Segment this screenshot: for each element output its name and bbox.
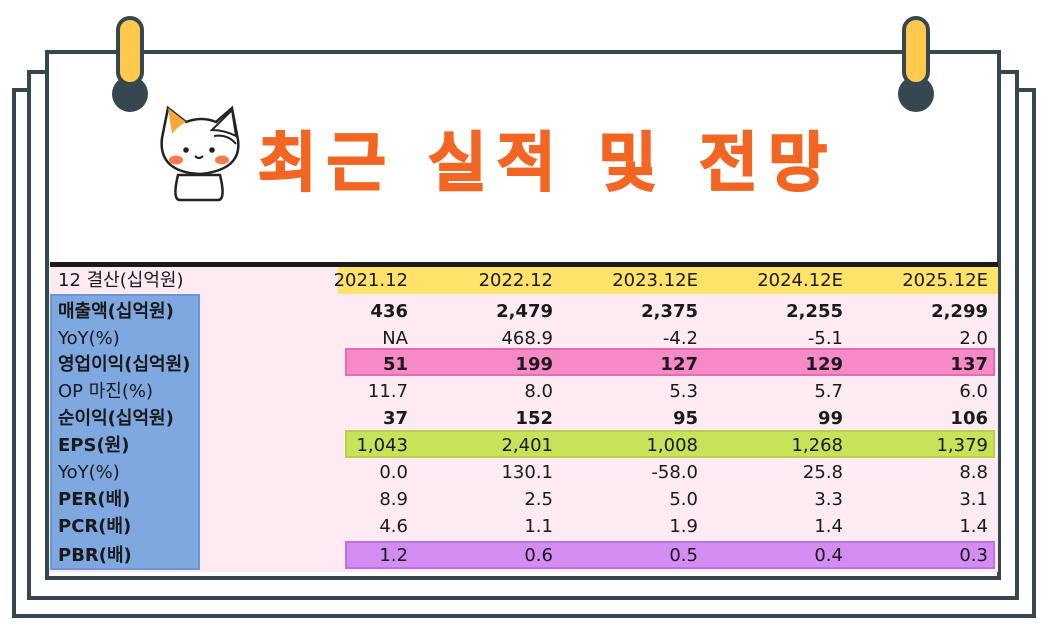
- table-row: PER(배) 8.9 2.5 5.0 3.3 3.1: [50, 486, 998, 513]
- table-row: PCR(배) 4.6 1.1 1.9 1.4 1.4: [50, 513, 998, 540]
- table-cell: 95: [672, 408, 698, 429]
- row-label: 영업이익(십억원): [58, 354, 191, 375]
- table-cell: 0.3: [959, 545, 988, 566]
- row-label: 매출액(십억원): [58, 301, 174, 322]
- table-row: YoY(%) NA 468.9 -4.2 -5.1 2.0: [50, 325, 998, 352]
- table-row: OP 마진(%) 11.7 8.0 5.3 5.7 6.0: [50, 378, 998, 405]
- table-cell: 0.4: [814, 545, 843, 566]
- table-cell: 2.0: [959, 328, 988, 349]
- table-cell: 51: [382, 354, 408, 375]
- table-cell: 5.3: [669, 381, 698, 402]
- table-cell: 127: [660, 354, 698, 375]
- table-cell: 1,268: [791, 435, 843, 456]
- clip-icon: [902, 16, 930, 86]
- row-label: PBR(배): [58, 545, 132, 566]
- table-cell: 99: [817, 408, 843, 429]
- table-row: 순이익(십억원) 37 152 95 99 106: [50, 405, 998, 432]
- table-cell: 5.0: [669, 489, 698, 510]
- table-cell: 8.0: [524, 381, 553, 402]
- table-cell: 436: [370, 301, 408, 322]
- row-label: YoY(%): [58, 462, 120, 483]
- table-top-rule: [50, 262, 998, 267]
- label-column-highlight: [50, 294, 200, 570]
- table-cell: 199: [515, 354, 553, 375]
- table-cell: 0.0: [379, 462, 408, 483]
- table-row: PBR(배) 1.2 0.6 0.5 0.4 0.3: [50, 542, 998, 569]
- row-label: OP 마진(%): [58, 381, 154, 402]
- table-cell: -4.2: [662, 328, 698, 349]
- table-cell: 2,375: [641, 301, 698, 322]
- table-cell: 1.4: [814, 516, 843, 537]
- table-cell: 152: [515, 408, 553, 429]
- eps-highlight: [345, 430, 995, 458]
- table-cell: 468.9: [501, 328, 553, 349]
- table-row: 영업이익(십억원) 51 199 127 129 137: [50, 351, 998, 378]
- row-label: PER(배): [58, 489, 131, 510]
- table-cell: -5.1: [807, 328, 843, 349]
- table-cell: 25.8: [802, 462, 843, 483]
- table-cell: 1.1: [524, 516, 553, 537]
- table-row: YoY(%) 0.0 130.1 -58.0 25.8 8.8: [50, 459, 998, 486]
- table-cell: 1,043: [356, 435, 408, 456]
- table-cell: 6.0: [959, 381, 988, 402]
- column-header: 2021.12: [333, 270, 408, 291]
- table-cell: 2.5: [524, 489, 553, 510]
- table-cell: 130.1: [501, 462, 553, 483]
- table-cell: 0.6: [524, 545, 553, 566]
- table-row: 매출액(십억원) 436 2,479 2,375 2,255 2,299: [50, 298, 998, 325]
- table-cell: 8.8: [959, 462, 988, 483]
- cat-mascot-icon: [160, 105, 240, 202]
- table-cell: 1,008: [646, 435, 698, 456]
- page-title: 최근 실적 및 전망: [257, 126, 838, 202]
- table-cell: 3.3: [814, 489, 843, 510]
- row-label: PCR(배): [58, 516, 132, 537]
- table-cell: 0.5: [669, 545, 698, 566]
- column-header: 2023.12E: [612, 270, 698, 291]
- table-header-row: 12 결산(십억원) 2021.12 2022.12 2023.12E 2024…: [50, 267, 998, 294]
- table-cell: 3.1: [959, 489, 988, 510]
- financial-table: 12 결산(십억원) 2021.12 2022.12 2023.12E 2024…: [50, 267, 998, 572]
- table-row: EPS(원) 1,043 2,401 1,008 1,268 1,379: [50, 432, 998, 459]
- clip-icon: [116, 16, 144, 86]
- table-cell: 37: [382, 408, 408, 429]
- corner-label: 12 결산(십억원): [58, 270, 184, 291]
- row-label: EPS(원): [58, 435, 130, 456]
- table-cell: 106: [950, 408, 988, 429]
- table-cell: 2,401: [501, 435, 553, 456]
- table-cell: NA: [382, 328, 408, 349]
- column-header: 2022.12: [478, 270, 553, 291]
- column-header: 2025.12E: [902, 270, 988, 291]
- table-cell: 1.9: [669, 516, 698, 537]
- table-cell: 129: [805, 354, 843, 375]
- column-header: 2024.12E: [757, 270, 843, 291]
- row-label: 순이익(십억원): [58, 408, 174, 429]
- table-cell: 8.9: [379, 489, 408, 510]
- row-label: YoY(%): [58, 328, 120, 349]
- table-cell: 1.2: [379, 545, 408, 566]
- table-cell: 5.7: [814, 381, 843, 402]
- header-highlight: [338, 267, 998, 294]
- operating-profit-highlight: [345, 348, 995, 376]
- table-cell: 2,255: [786, 301, 843, 322]
- table-cell: -58.0: [651, 462, 698, 483]
- table-cell: 11.7: [367, 381, 408, 402]
- table-cell: 1,379: [936, 435, 988, 456]
- table-cell: 2,479: [496, 301, 553, 322]
- table-cell: 4.6: [379, 516, 408, 537]
- table-cell: 2,299: [931, 301, 988, 322]
- table-cell: 1.4: [959, 516, 988, 537]
- pbr-highlight: [345, 541, 995, 569]
- table-cell: 137: [950, 354, 988, 375]
